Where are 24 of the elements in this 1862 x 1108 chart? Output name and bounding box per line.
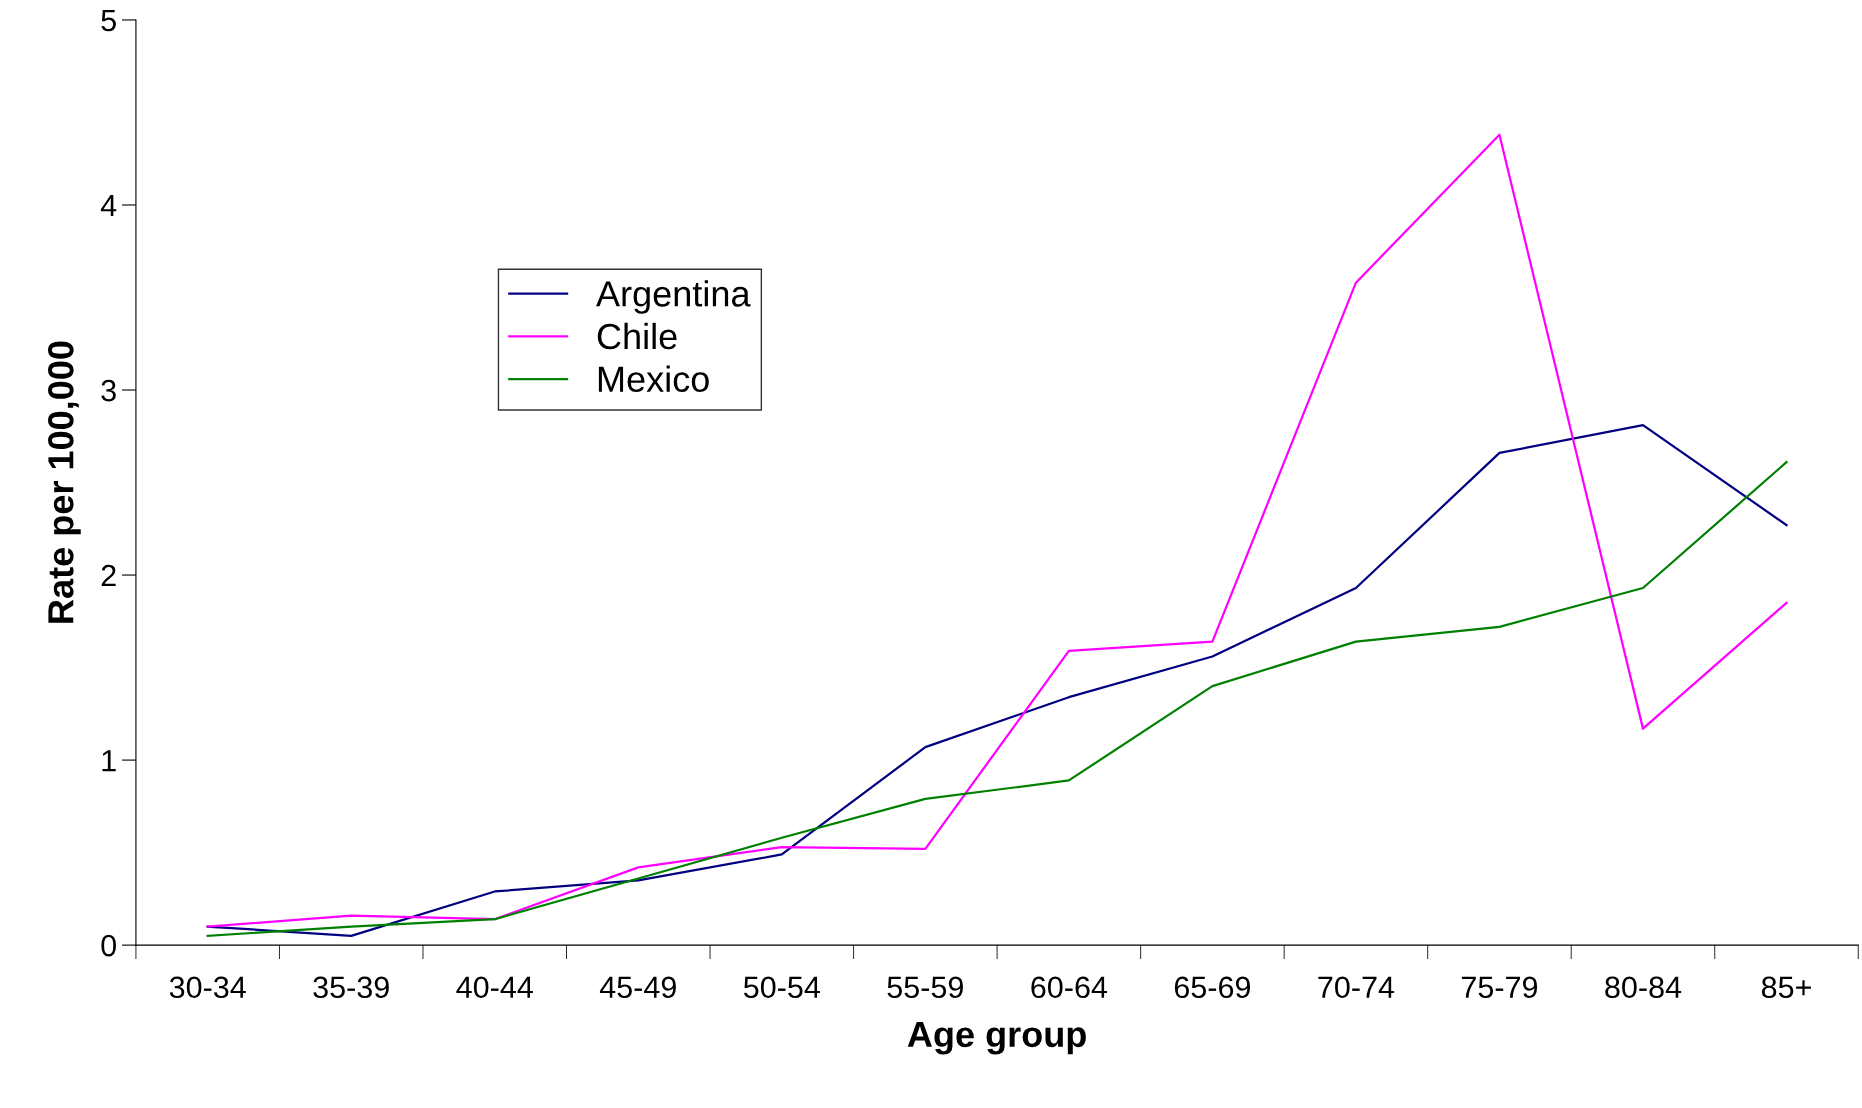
- x-tick-label: 80-84: [1605, 976, 1682, 999]
- x-tick-label: 70-74: [1318, 976, 1395, 999]
- x-tick-label: 55-59: [887, 976, 963, 999]
- y-tick-label: 4: [100, 195, 117, 217]
- line-series: [206, 133, 1788, 928]
- y-tick-label: 5: [101, 9, 116, 32]
- x-tick-label: 85+: [1761, 976, 1811, 999]
- y-axis-title: Rate per 100,000: [48, 341, 81, 623]
- legend-label: Argentina: [596, 280, 751, 314]
- legend-label: Chile: [597, 322, 677, 350]
- y-tick-label: 2: [101, 564, 116, 587]
- x-tick-label: 30-34: [169, 976, 246, 999]
- y-tick-label: 0: [101, 934, 116, 957]
- x-tick-label: 65-69: [1174, 976, 1251, 999]
- x-tick-label: 35-39: [313, 976, 389, 999]
- y-tick-label: 3: [101, 379, 116, 402]
- y-tick-label: 1: [102, 750, 116, 772]
- x-tick-label: 75-79: [1461, 976, 1538, 999]
- x-axis-title: Age group: [907, 1022, 1086, 1055]
- x-tick-label: 50-54: [743, 976, 820, 999]
- x-tick-label: 40-44: [456, 976, 533, 999]
- x-tick-label: 60-64: [1031, 976, 1108, 999]
- legend-label: Mexico: [598, 365, 709, 393]
- x-tick-label: 45-49: [599, 976, 676, 999]
